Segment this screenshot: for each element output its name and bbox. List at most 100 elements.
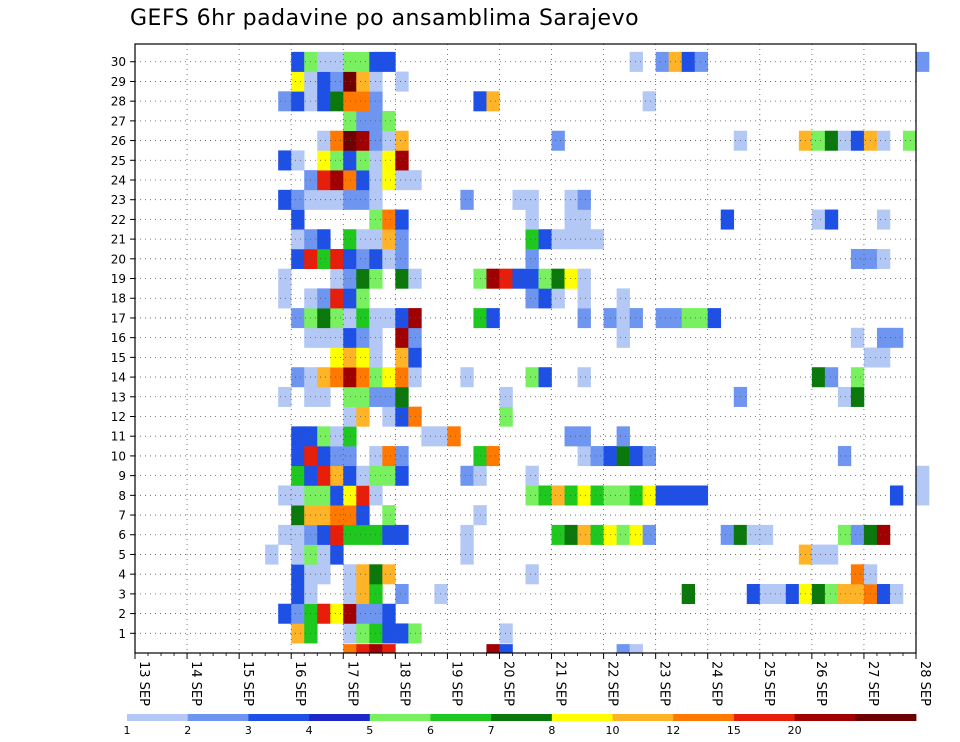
heatmap-cell bbox=[317, 603, 331, 624]
heatmap-cell bbox=[460, 465, 474, 486]
heatmap-cell bbox=[655, 51, 669, 72]
heatmap-cell bbox=[291, 623, 305, 644]
heatmap-cell bbox=[759, 524, 774, 545]
heatmap-cell bbox=[343, 367, 357, 388]
heatmap-cell bbox=[564, 485, 578, 506]
heatmap-cell bbox=[876, 524, 891, 545]
heatmap-cell bbox=[343, 564, 357, 585]
heatmap-cell bbox=[460, 524, 474, 545]
heatmap-cell bbox=[330, 51, 344, 72]
heatmap-cell bbox=[291, 367, 305, 388]
legend-swatch bbox=[430, 714, 492, 721]
heatmap-cell bbox=[707, 308, 722, 329]
heatmap-cell bbox=[421, 426, 435, 447]
heatmap-cell bbox=[291, 603, 305, 624]
heatmap-cell bbox=[564, 426, 578, 447]
heatmap-cell bbox=[916, 51, 930, 72]
heatmap-cell bbox=[356, 170, 370, 191]
heatmap-cell bbox=[356, 268, 370, 289]
heatmap-cell bbox=[629, 524, 643, 545]
heatmap-cell bbox=[811, 584, 826, 605]
heatmap-cell bbox=[317, 524, 331, 545]
heatmap-cell bbox=[382, 465, 396, 486]
grid-lines bbox=[135, 44, 916, 653]
heatmap-cell bbox=[278, 268, 292, 289]
heatmap-cell bbox=[278, 603, 292, 624]
heatmap-cell bbox=[577, 288, 591, 309]
heatmap-cell bbox=[889, 485, 904, 506]
legend-swatch bbox=[612, 714, 674, 721]
heatmap-cell bbox=[486, 644, 500, 654]
heatmap-cell bbox=[395, 229, 409, 250]
heatmap-cell bbox=[395, 209, 409, 230]
heatmap-cell bbox=[382, 130, 396, 151]
heatmap-cell bbox=[590, 485, 604, 506]
heatmap-cell bbox=[356, 248, 370, 269]
heatmap-cell bbox=[356, 406, 370, 427]
heatmap-cell bbox=[681, 485, 696, 506]
heatmap-cell bbox=[343, 623, 357, 644]
heatmap-cell bbox=[395, 406, 409, 427]
heatmap-cell bbox=[785, 584, 800, 605]
heatmap-cell bbox=[317, 189, 331, 210]
heatmap-cell bbox=[460, 544, 474, 565]
heatmap-cell bbox=[330, 544, 344, 565]
heatmap-cell bbox=[317, 248, 331, 269]
heatmap-cell bbox=[395, 446, 409, 467]
y-tick-label: 3 bbox=[118, 587, 126, 601]
heatmap-cell bbox=[343, 406, 357, 427]
heatmap-cell bbox=[382, 51, 396, 72]
heatmap-cell bbox=[525, 465, 539, 486]
heatmap-cell bbox=[889, 327, 904, 348]
heatmap-cell bbox=[564, 229, 578, 250]
heatmap-cell bbox=[382, 406, 396, 427]
heatmap-cell bbox=[629, 644, 643, 654]
y-tick-label: 2 bbox=[118, 607, 126, 621]
legend-swatch bbox=[855, 714, 917, 721]
legend-swatch bbox=[127, 714, 189, 721]
legend-label: 10 bbox=[606, 724, 620, 737]
x-tick-label: 17 SEP bbox=[344, 661, 359, 706]
heatmap-cell bbox=[278, 150, 292, 171]
heatmap-cell bbox=[317, 130, 331, 151]
heatmap-cell bbox=[356, 347, 370, 368]
heatmap-cell bbox=[382, 209, 396, 230]
heatmap-cell bbox=[551, 485, 565, 506]
heatmap-cell bbox=[395, 386, 409, 407]
y-tick-label: 16 bbox=[111, 331, 126, 345]
heatmap-cell bbox=[525, 288, 539, 309]
heatmap-cell bbox=[837, 584, 852, 605]
heatmap-cell bbox=[278, 524, 292, 545]
heatmap-cell bbox=[824, 367, 839, 388]
heatmap-cell bbox=[577, 524, 591, 545]
heatmap-cell bbox=[291, 446, 305, 467]
heatmap-cell bbox=[382, 603, 396, 624]
heatmap-cell bbox=[317, 544, 331, 565]
y-tick-label: 30 bbox=[111, 55, 126, 69]
heatmap-cell bbox=[395, 268, 409, 289]
heatmap-cell bbox=[499, 406, 513, 427]
y-tick-label: 6 bbox=[118, 528, 126, 542]
heatmap-cell bbox=[343, 71, 357, 92]
heatmap-cell bbox=[876, 327, 891, 348]
x-tick-label: 14 SEP bbox=[188, 661, 203, 706]
y-tick-label: 4 bbox=[118, 568, 126, 582]
heatmap-cell bbox=[811, 367, 826, 388]
y-tick-label: 11 bbox=[111, 430, 126, 444]
heatmap-cell bbox=[330, 71, 344, 92]
heatmap-cell bbox=[343, 426, 357, 447]
heatmap-cell bbox=[343, 386, 357, 407]
heatmap-cell bbox=[369, 644, 383, 654]
legend-label: 1 bbox=[124, 724, 131, 737]
x-tick-label: 26 SEP bbox=[813, 661, 828, 706]
heatmap-cell bbox=[577, 229, 591, 250]
y-tick-label: 12 bbox=[111, 410, 126, 424]
heatmap-cell bbox=[343, 229, 357, 250]
heatmap-cell bbox=[629, 485, 643, 506]
heatmap-cell bbox=[330, 465, 344, 486]
heatmap-cell bbox=[395, 465, 409, 486]
heatmap-cell bbox=[876, 130, 891, 151]
heatmap-cell bbox=[551, 524, 565, 545]
y-tick-label: 22 bbox=[111, 213, 126, 227]
heatmap-cell bbox=[629, 308, 643, 329]
